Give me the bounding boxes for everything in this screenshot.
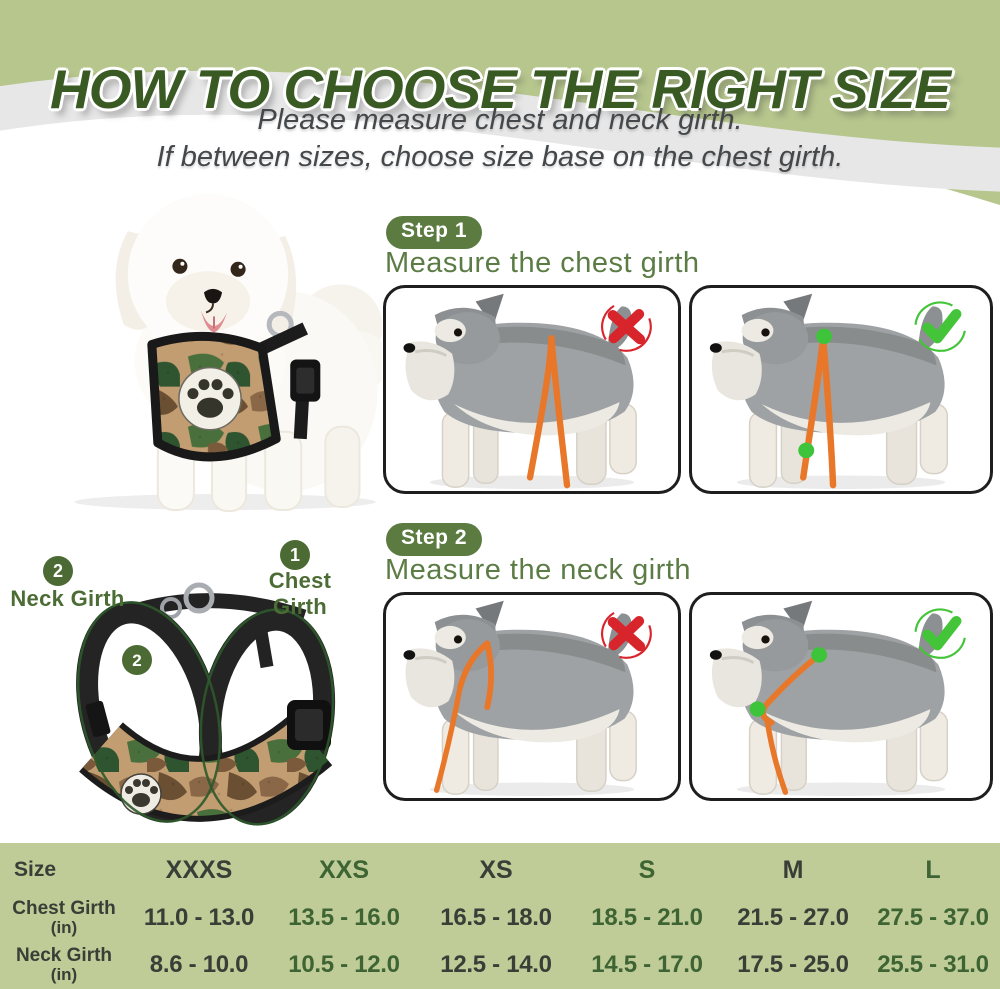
subtitle-line-2: If between sizes, choose size base on th…: [156, 141, 844, 173]
chest-girth-l: 27.5 - 37.0: [877, 904, 989, 931]
size-table: Size XXXS XXS XS S M L Chest Girth (in) …: [0, 843, 1000, 989]
dog-wearing-harness-photo: [74, 194, 382, 512]
photo-step2-correct: [689, 592, 993, 801]
harness-product-photo: 2: [76, 582, 336, 826]
page-title: HOW TO CHOOSE THE RIGHT SIZE: [50, 57, 951, 120]
chest-girth-number-badge: 1: [280, 540, 310, 570]
header-background: [0, 0, 1000, 205]
step-2-badge: Step 2: [386, 523, 483, 556]
photo-step2-wrong: [383, 592, 681, 801]
chest-girth-s: 18.5 - 21.0: [591, 904, 703, 931]
size-col-l: L: [925, 855, 941, 884]
harness-neck-number: 2: [132, 651, 141, 670]
chest-girth-xs: 16.5 - 18.0: [440, 904, 552, 931]
chest-girth-loop-outline: [199, 608, 335, 826]
neck-girth-s: 14.5 - 17.0: [591, 951, 703, 978]
measure-point-dot: [816, 328, 833, 345]
harness-neck-number-badge: [122, 645, 152, 675]
size-table-corner-label: Size: [14, 858, 57, 881]
size-col-xs: XS: [479, 855, 513, 884]
chest-girth-row-label: Chest Girth (in): [12, 898, 116, 937]
step-1-heading: Measure the chest girth: [385, 247, 700, 279]
size-col-xxxs: XXXS: [165, 855, 233, 884]
subtitle-line-1: Please measure chest and neck girth.: [257, 104, 743, 136]
subtitle: Please measure chest and neck girth. If …: [0, 102, 1000, 176]
chest-girth-label: Chest Girth: [268, 568, 332, 619]
neck-girth-xxxs: 8.6 - 10.0: [149, 951, 249, 978]
size-col-m: M: [782, 855, 804, 884]
measure-point-dot: [749, 701, 766, 717]
size-col-s: S: [638, 855, 656, 884]
measure-point-dot: [811, 647, 828, 663]
chest-girth-xxxs: 11.0 - 13.0: [143, 904, 255, 931]
neck-girth-number-badge: 2: [43, 556, 73, 586]
measure-point-dot: [798, 442, 815, 459]
chest-girth-m: 21.5 - 27.0: [737, 904, 849, 931]
neck-girth-xxs: 10.5 - 12.0: [288, 951, 400, 978]
neck-girth-xs: 12.5 - 14.0: [440, 951, 552, 978]
size-col-xxs: XXS: [318, 855, 370, 884]
neck-girth-label: Neck Girth: [10, 586, 125, 611]
neck-girth-m: 17.5 - 25.0: [737, 951, 849, 978]
step-2-heading: Measure the neck girth: [385, 554, 691, 586]
chest-girth-xxs: 13.5 - 16.0: [288, 904, 400, 931]
photo-step1-correct: [689, 285, 993, 494]
photo-step1-wrong: [383, 285, 681, 494]
neck-girth-l: 25.5 - 31.0: [877, 951, 989, 978]
neck-girth-loop-outline: [76, 601, 222, 823]
neck-girth-row-label: Neck Girth (in): [15, 945, 113, 984]
step-1-badge: Step 1: [386, 216, 483, 249]
